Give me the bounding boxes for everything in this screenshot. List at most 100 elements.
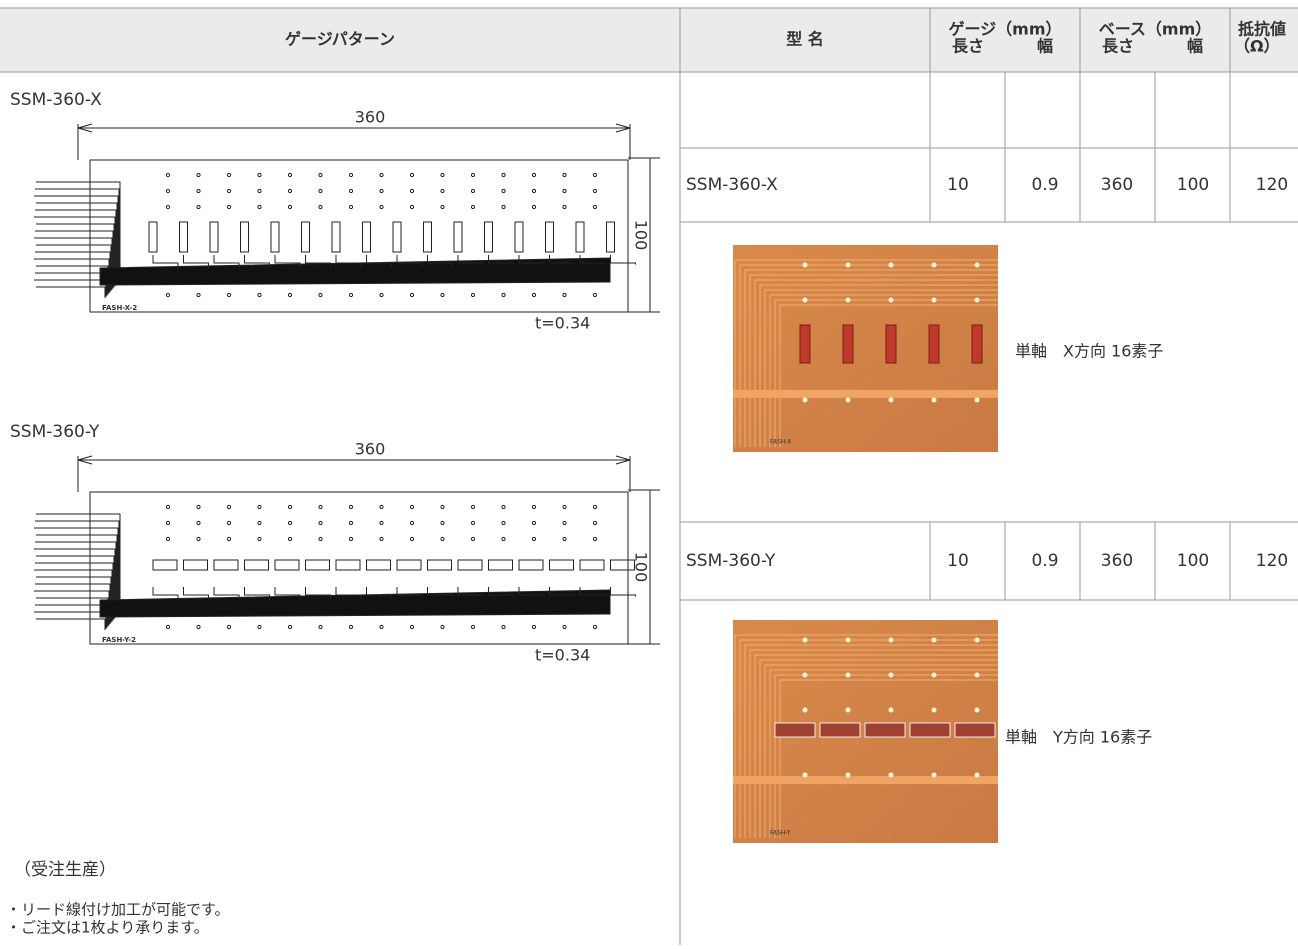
hole (592, 624, 598, 630)
hole (257, 624, 262, 630)
hole (562, 536, 567, 542)
hole (165, 204, 171, 210)
hole (257, 172, 262, 178)
hole (531, 204, 537, 210)
hole (257, 292, 262, 298)
gauge-trace (152, 587, 179, 601)
hole (318, 536, 323, 542)
trace (92, 541, 117, 617)
hole (348, 520, 354, 526)
hole (348, 624, 354, 630)
gauge-element (423, 221, 432, 253)
trace (92, 527, 119, 615)
gauge-trace (427, 255, 453, 267)
gauge-trace (213, 587, 240, 601)
hole (409, 624, 415, 630)
hole (440, 520, 445, 526)
hole (379, 624, 384, 630)
hole (562, 504, 567, 510)
photo-band (733, 776, 998, 785)
photo-hole (802, 397, 808, 403)
photo-gauge (842, 324, 854, 364)
hole (409, 188, 415, 194)
hole (470, 204, 476, 210)
gauge-trace (305, 255, 331, 268)
gauge-trace (457, 255, 484, 266)
photo-trace (739, 639, 998, 838)
table-cell: 100 (1177, 175, 1209, 195)
gauge-element (362, 221, 371, 253)
hole (501, 520, 506, 526)
board (89, 159, 629, 313)
hole (226, 624, 232, 630)
header-cell: 型 名 (786, 30, 824, 49)
photo-trace (749, 649, 998, 838)
table-cell: 100 (1177, 551, 1209, 571)
photo-gauge (864, 722, 906, 738)
hole (531, 504, 537, 510)
header-cell: 長さ (952, 37, 984, 56)
photo-hole (931, 772, 937, 778)
hole (226, 204, 232, 210)
hole (318, 520, 323, 526)
photo-hole (931, 672, 937, 678)
header-cell: 幅 (1187, 37, 1203, 56)
hole (470, 624, 476, 630)
gauge-element (152, 559, 178, 571)
trace (92, 286, 106, 298)
hole (379, 188, 384, 194)
photo-hole (802, 262, 808, 268)
hole (379, 172, 384, 178)
gauge-trace (610, 255, 636, 265)
board-code: FASH-X-2 (102, 304, 137, 312)
photo-gauge (885, 324, 897, 364)
gauge-trace (244, 255, 270, 269)
gauge-element (514, 221, 524, 253)
table-cell: SSM-360-Y (686, 551, 776, 571)
table-cell: 10 (947, 175, 969, 195)
photo-gauge (971, 324, 983, 364)
gauge-element (545, 221, 554, 253)
photo-hole (931, 297, 937, 303)
hole (592, 536, 598, 542)
gauge-trace (183, 255, 209, 269)
header-cell: ゲージ（mm） (948, 20, 1061, 39)
note: （受注生産） (14, 860, 116, 880)
hole (440, 504, 445, 510)
hole (318, 204, 323, 210)
table-cell: 120 (1256, 551, 1288, 571)
hole (287, 520, 293, 526)
hole (257, 188, 262, 194)
hole (318, 172, 323, 178)
hole (165, 172, 171, 178)
trace (92, 223, 115, 288)
thickness-label: t=0.34 (535, 646, 590, 665)
photo-trace (744, 269, 998, 447)
gauge-trace (366, 255, 392, 267)
gauge-element (274, 559, 300, 571)
header-bg (0, 8, 1298, 72)
photo-hole (845, 262, 851, 268)
photo-hole (845, 672, 851, 678)
hole (409, 172, 415, 178)
hole (257, 520, 262, 526)
gauge-element (179, 221, 188, 253)
hole (348, 172, 354, 178)
hole (165, 188, 171, 194)
hole (318, 188, 323, 194)
trace (92, 209, 117, 285)
header-cell: ベース（mm） (1099, 20, 1212, 39)
hole (470, 292, 476, 298)
hole (196, 536, 201, 542)
photo-trace (739, 264, 998, 447)
pattern-name: SSM-360-Y (10, 422, 100, 442)
photo-code: FASH-X (770, 439, 791, 446)
hole (409, 536, 415, 542)
trace (92, 202, 118, 284)
gauge-trace (335, 587, 362, 600)
photo-hole (931, 397, 937, 403)
photo-hole (802, 707, 808, 713)
hole (287, 292, 293, 298)
hole (348, 292, 354, 298)
